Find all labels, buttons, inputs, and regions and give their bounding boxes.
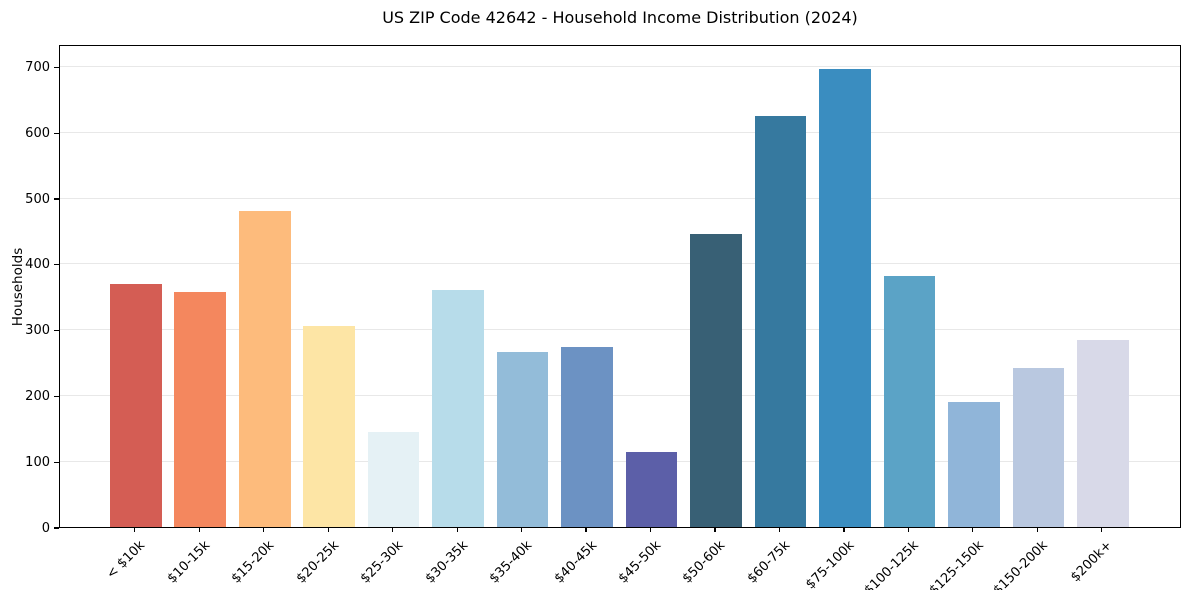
x-tick-mark xyxy=(198,528,200,532)
x-tick-label: $50-60k xyxy=(680,538,729,587)
x-tick-label: $35-40k xyxy=(486,538,536,587)
y-tick-mark xyxy=(54,264,59,266)
x-tick-mark xyxy=(263,528,265,532)
bar-60-75k xyxy=(754,115,807,527)
bar-50-60k xyxy=(690,234,742,527)
x-tick-label: $75-100k xyxy=(803,538,858,590)
plot-area xyxy=(59,45,1181,528)
x-tick-mark xyxy=(456,528,458,532)
x-tick-mark xyxy=(327,528,329,532)
gridline xyxy=(60,197,1180,199)
x-tick-mark xyxy=(1036,528,1038,532)
bar-100-125k xyxy=(883,275,936,527)
x-tick-mark xyxy=(778,528,781,532)
y-tick-mark xyxy=(54,527,59,529)
y-tick-mark xyxy=(54,198,59,200)
x-tick-label: $40-45k xyxy=(551,538,600,587)
x-tick-label: $100-125k xyxy=(861,538,923,590)
bar-25-30k xyxy=(367,432,420,527)
x-tick-label: $25-30k xyxy=(357,538,407,587)
y-tick-mark xyxy=(54,461,59,463)
x-tick-mark xyxy=(392,528,394,532)
x-tick-label: $30-35k xyxy=(422,538,471,587)
x-tick-label: $60-75k xyxy=(744,538,794,587)
x-tick-mark xyxy=(972,528,974,532)
bar-45-50k xyxy=(625,452,678,527)
x-tick-label: $150-200k xyxy=(990,538,1051,590)
y-tick-mark xyxy=(54,330,59,332)
y-tick-label: 200 xyxy=(25,388,50,404)
x-tick-mark xyxy=(1101,528,1103,532)
x-tick-label: $20-25k xyxy=(293,538,342,587)
x-tick-label: < $10k xyxy=(104,538,149,583)
y-tick-mark xyxy=(54,66,59,69)
y-tick-label: 100 xyxy=(25,454,50,470)
gridline xyxy=(60,394,1180,396)
y-tick-label: 600 xyxy=(25,125,50,141)
bar-30-35k xyxy=(432,290,484,527)
bar-125-150k xyxy=(948,402,1000,527)
x-tick-mark xyxy=(843,528,845,532)
y-tick-mark xyxy=(54,395,59,398)
gridline xyxy=(60,66,1180,67)
x-tick-label: $45-50k xyxy=(615,538,665,587)
x-tick-mark xyxy=(907,528,910,532)
gridline xyxy=(60,263,1180,265)
y-tick-label: 400 xyxy=(25,257,50,273)
bar-10k xyxy=(110,284,162,527)
bar-35-40k xyxy=(496,352,549,527)
x-tick-label: $15-20k xyxy=(228,538,278,587)
x-tick-mark xyxy=(649,528,652,532)
y-tick-label: 500 xyxy=(25,191,50,207)
x-tick-label: $200k+ xyxy=(1068,538,1116,586)
x-tick-label: $125-150k xyxy=(926,538,987,590)
gridline xyxy=(60,329,1180,331)
bar-10-15k xyxy=(174,291,227,527)
y-tick-label: 300 xyxy=(25,323,50,339)
bar-150-200k xyxy=(1012,368,1065,527)
bar-40-45k xyxy=(561,347,613,527)
bar-75-100k xyxy=(819,69,871,527)
y-tick-label: 700 xyxy=(25,60,50,75)
bar-20-25k xyxy=(303,325,355,527)
x-tick-mark xyxy=(134,528,136,532)
bar-200k xyxy=(1077,339,1129,527)
gridline xyxy=(60,460,1180,462)
y-tick-label: 0 xyxy=(41,520,50,536)
x-tick-mark xyxy=(714,528,716,532)
gridline xyxy=(60,131,1180,133)
bar-15-20k xyxy=(238,210,291,527)
chart-title: US ZIP Code 42642 - Household Income Dis… xyxy=(382,8,858,27)
x-tick-mark xyxy=(585,528,587,532)
x-tick-mark xyxy=(521,528,523,532)
x-tick-label: $10-15k xyxy=(164,538,213,587)
y-tick-mark xyxy=(54,132,59,134)
